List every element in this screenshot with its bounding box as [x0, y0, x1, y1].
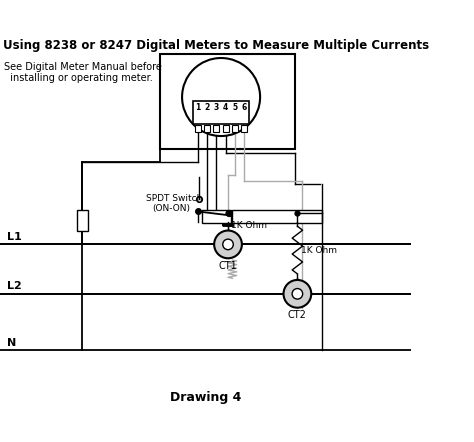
Text: Using 8238 or 8247 Digital Meters to Measure Multiple Currents: Using 8238 or 8247 Digital Meters to Mea…	[3, 39, 429, 52]
Bar	[193, 101, 249, 124]
Text: Drawing 4: Drawing 4	[170, 391, 241, 404]
Circle shape	[223, 239, 233, 250]
Bar	[232, 210, 322, 223]
Bar	[232, 125, 238, 132]
Text: CT2: CT2	[288, 310, 307, 320]
Bar	[241, 125, 247, 132]
Bar	[160, 53, 295, 149]
Text: SPDT Switch: SPDT Switch	[146, 194, 202, 203]
Bar	[77, 210, 88, 231]
Text: 1: 1	[195, 103, 201, 112]
Bar	[204, 125, 210, 132]
Circle shape	[292, 289, 303, 299]
Bar	[195, 125, 201, 132]
Circle shape	[182, 58, 260, 136]
Text: 6: 6	[242, 103, 247, 112]
Text: 1K Ohm: 1K Ohm	[301, 246, 337, 255]
Text: See Digital Meter Manual before: See Digital Meter Manual before	[4, 62, 162, 72]
Bar	[213, 125, 219, 132]
Text: CT1: CT1	[219, 261, 237, 271]
Text: installing or operating meter.: installing or operating meter.	[4, 73, 153, 83]
Text: 4: 4	[223, 103, 228, 112]
Text: 1K Ohm: 1K Ohm	[231, 221, 267, 230]
Text: L1: L1	[7, 232, 22, 242]
Text: 5: 5	[232, 103, 237, 112]
Text: L2: L2	[7, 281, 22, 291]
Circle shape	[283, 280, 311, 308]
Text: (ON-ON): (ON-ON)	[153, 204, 191, 213]
Bar	[223, 125, 229, 132]
Text: 2: 2	[205, 103, 210, 112]
Text: 3: 3	[214, 103, 219, 112]
Text: N: N	[7, 338, 16, 347]
Bar	[202, 210, 231, 223]
Circle shape	[214, 231, 242, 258]
